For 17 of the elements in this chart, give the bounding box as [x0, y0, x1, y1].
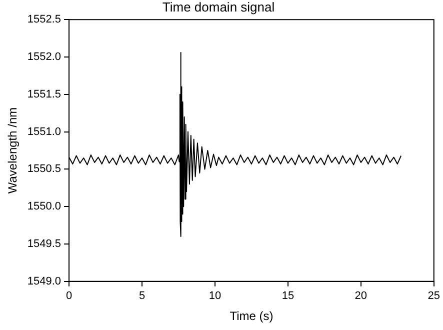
- x-tick-label: 25: [428, 290, 440, 302]
- y-tick-label: 1549.0: [27, 275, 62, 288]
- y-tick-label: 1550.5: [27, 163, 62, 176]
- chart-title: Time domain signal: [162, 0, 275, 14]
- x-tick-label: 5: [138, 290, 146, 302]
- y-tick-label: 1549.5: [27, 238, 62, 250]
- x-axis-title: Time (s): [230, 309, 274, 324]
- x-tick-label: 0: [66, 290, 72, 302]
- y-tick-label: 1552.5: [27, 14, 62, 26]
- y-tick-label: 1551.0: [27, 126, 62, 138]
- x-tick-label: 20: [354, 290, 368, 302]
- y-tick-label: 1552.0: [27, 51, 62, 64]
- x-tick-label: 10: [208, 290, 222, 302]
- y-axis-title: Wavelength /nm: [6, 107, 20, 194]
- x-tick-label: 15: [282, 290, 294, 302]
- y-tick-label: 1550.0: [27, 200, 62, 213]
- y-tick-label: 1551.5: [27, 88, 62, 100]
